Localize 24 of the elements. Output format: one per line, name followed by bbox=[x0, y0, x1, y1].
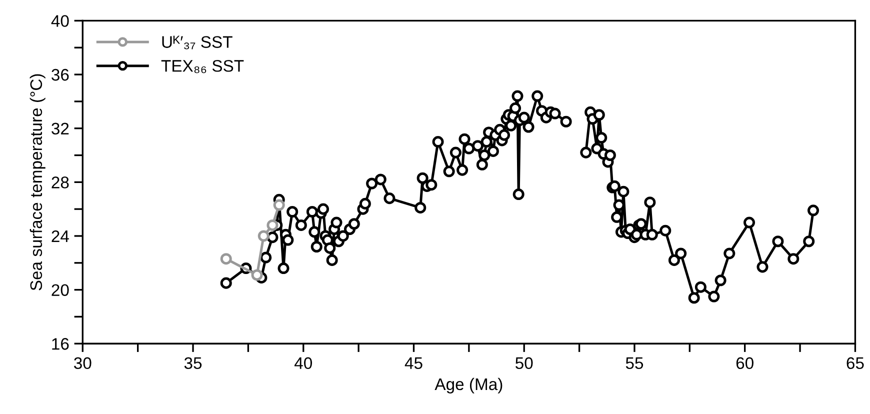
point bbox=[273, 199, 285, 211]
legend-label: Uᴷ′₃₇ SST bbox=[162, 36, 232, 50]
x-tick-label: 50 bbox=[516, 357, 533, 370]
point bbox=[251, 269, 263, 281]
point bbox=[266, 219, 278, 231]
x-axis-title: Age (Ma) bbox=[434, 378, 502, 394]
point bbox=[258, 230, 270, 242]
x-tick-label: 35 bbox=[184, 357, 202, 370]
y-tick-label: 32 bbox=[52, 122, 69, 135]
x-tick-label: 55 bbox=[626, 357, 644, 370]
legend-label: TEX₈₆ SST bbox=[161, 60, 244, 74]
y-tick-label: 20 bbox=[52, 284, 69, 296]
y-tick-label: 24 bbox=[52, 230, 69, 242]
x-tick-label: 40 bbox=[294, 357, 312, 370]
y-axis-title: Sea surface temperature (°C) bbox=[30, 74, 46, 290]
x-tick-label: 30 bbox=[74, 357, 92, 370]
y-tick-label: 36 bbox=[52, 68, 69, 81]
x-tick-label: 60 bbox=[736, 357, 754, 370]
y-tick-label: 28 bbox=[52, 176, 69, 188]
point bbox=[220, 253, 232, 265]
y-tick-label: 40 bbox=[51, 15, 69, 27]
y-tick-label: 16 bbox=[52, 338, 69, 350]
x-tick-label: 45 bbox=[404, 357, 422, 370]
x-tick-label: 65 bbox=[846, 357, 864, 370]
